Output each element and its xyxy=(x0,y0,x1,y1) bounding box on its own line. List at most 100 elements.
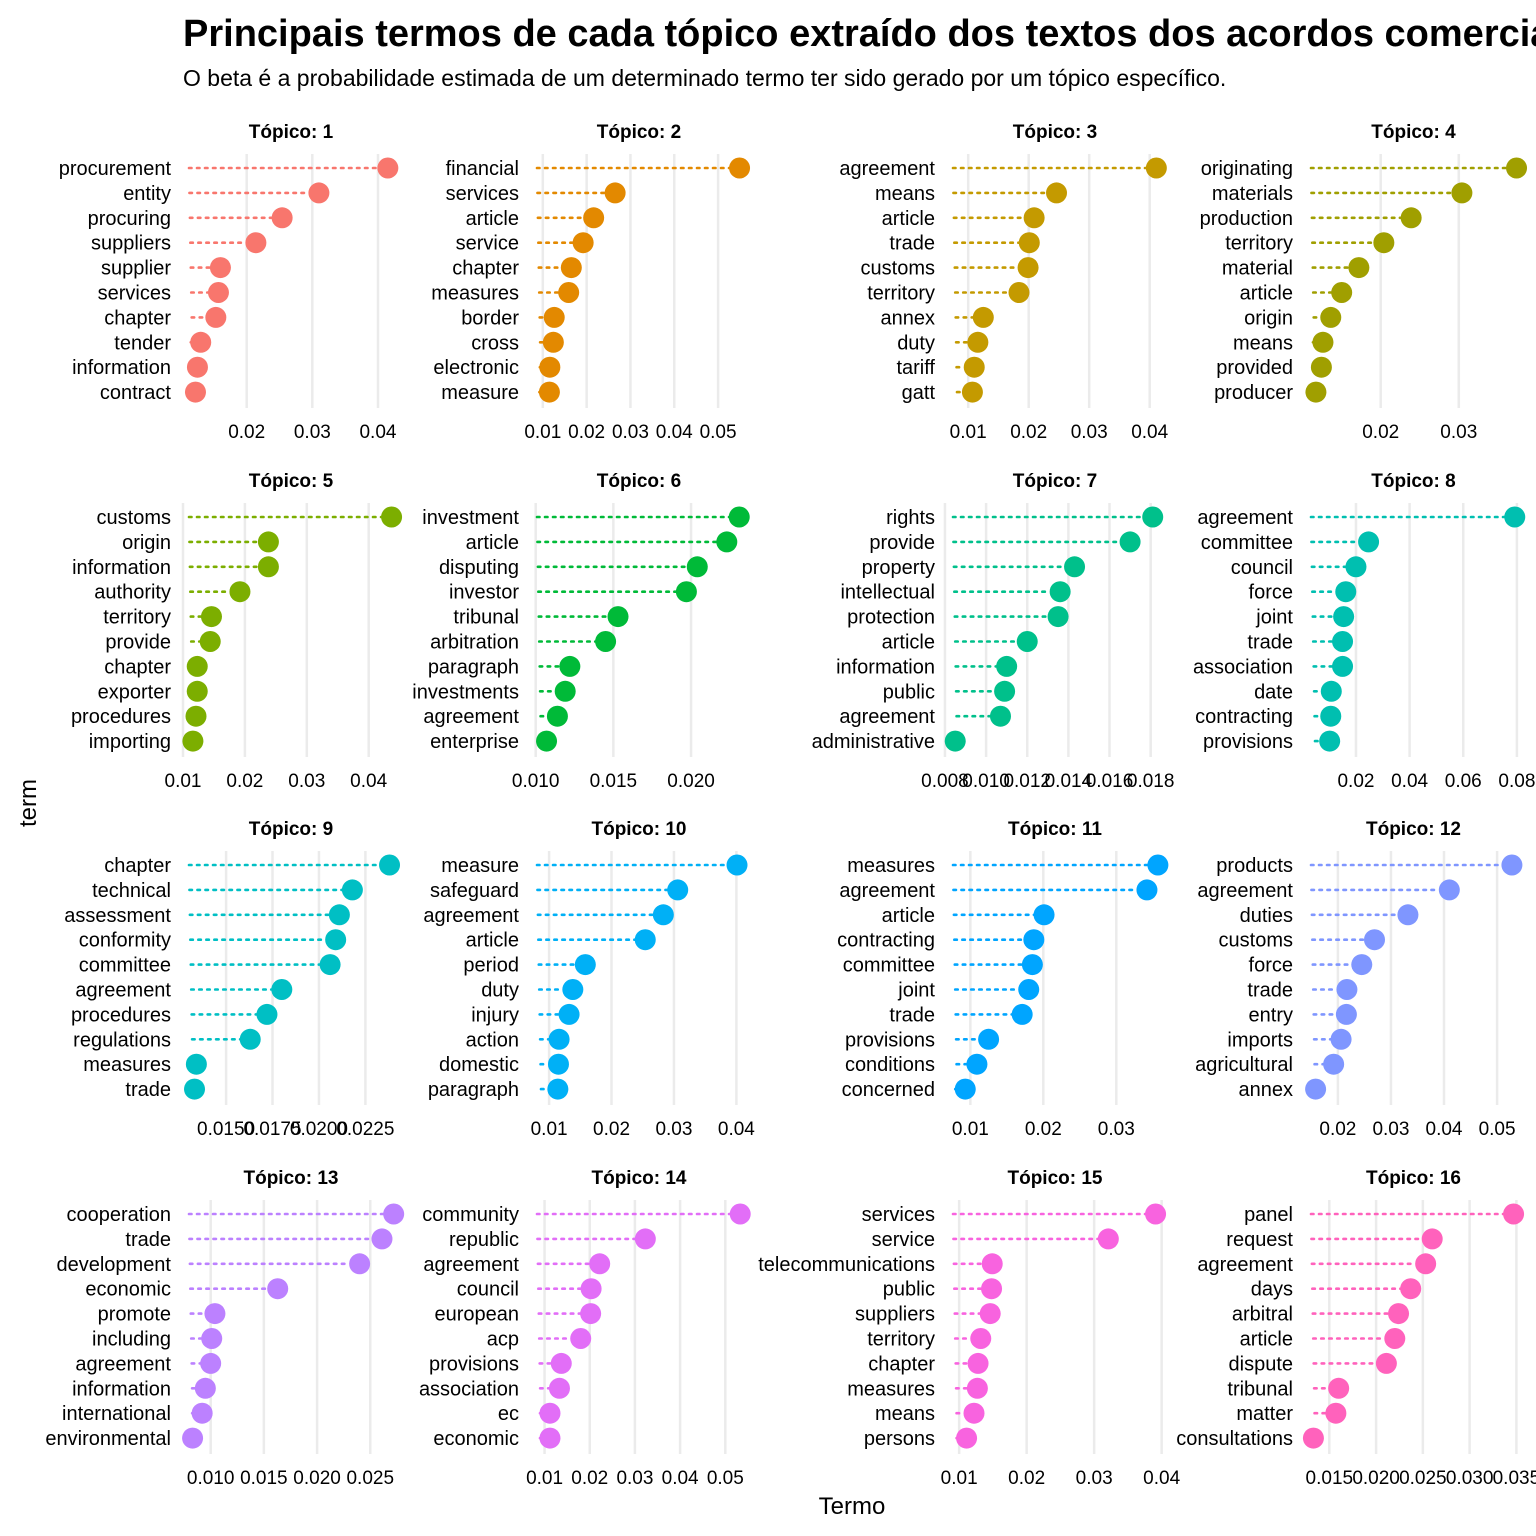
term-label: persons xyxy=(864,1428,935,1450)
term-label: chapter xyxy=(104,307,171,329)
data-point xyxy=(1320,705,1342,727)
data-point xyxy=(1388,1303,1410,1325)
facet-strip-label: Tópico: 15 xyxy=(1007,1168,1102,1189)
x-tick-label: 0.01 xyxy=(531,1119,568,1140)
data-point xyxy=(547,1053,569,1075)
term-label: chapter xyxy=(868,1353,935,1375)
data-point xyxy=(1358,531,1380,553)
term-label: international xyxy=(62,1403,171,1425)
term-label: suppliers xyxy=(91,233,171,255)
term-label: public xyxy=(883,681,935,703)
term-label: entry xyxy=(1249,1004,1293,1026)
data-point xyxy=(1046,182,1068,204)
facet-panel: Tópico: 12 0.02 0.03 0.04 0.05 products agreem… xyxy=(1195,819,1523,1140)
data-point xyxy=(1097,1228,1119,1250)
data-point xyxy=(267,1278,289,1300)
facet-strip-label: Tópico: 9 xyxy=(249,819,333,840)
term-label: supplier xyxy=(101,258,171,280)
term-label: acp xyxy=(487,1329,519,1351)
term-label: council xyxy=(457,1279,519,1301)
term-label: contracting xyxy=(1195,706,1293,728)
data-point xyxy=(245,232,267,254)
data-point xyxy=(580,1278,602,1300)
data-point xyxy=(1323,1053,1345,1075)
term-label: contracting xyxy=(837,930,935,952)
facet-strip-label: Tópico: 4 xyxy=(1371,122,1456,143)
term-label: information xyxy=(836,656,935,678)
data-point xyxy=(1336,979,1358,1000)
facet-panel: Tópico: 4 0.02 0.03 originating materials pro… xyxy=(1200,122,1528,443)
facet-panel: Tópico: 3 0.01 0.02 0.03 0.04 agreement means a… xyxy=(839,122,1168,443)
data-point xyxy=(186,680,208,702)
x-tick-label: 0.03 xyxy=(1440,422,1477,443)
data-point xyxy=(1023,207,1045,229)
term-label: assessment xyxy=(64,905,171,927)
x-tick-label: 0.01 xyxy=(941,1468,978,1489)
y-axis-label: term xyxy=(15,779,42,827)
x-tick-label: 0.015 xyxy=(590,771,638,792)
term-label: environmental xyxy=(45,1428,171,1450)
term-label: paragraph xyxy=(428,656,519,678)
term-label: procedures xyxy=(71,1004,171,1026)
data-point xyxy=(1017,257,1039,279)
data-point xyxy=(1373,232,1395,254)
data-point xyxy=(583,207,605,229)
data-point xyxy=(604,182,626,204)
term-label: article xyxy=(466,930,519,952)
term-label: agreement xyxy=(839,158,935,180)
term-label: duty xyxy=(897,332,935,354)
data-point xyxy=(607,606,629,628)
data-point xyxy=(1049,581,1071,603)
term-label: matter xyxy=(1236,1403,1293,1425)
x-tick-label: 0.02 xyxy=(1337,771,1374,792)
data-point xyxy=(379,854,401,876)
x-tick-label: 0.012 xyxy=(1003,771,1051,792)
data-point xyxy=(558,1003,580,1025)
term-label: gatt xyxy=(902,382,936,404)
facet-strip-label: Tópico: 12 xyxy=(1366,819,1461,840)
data-point xyxy=(204,1303,226,1325)
facet-strip-label: Tópico: 2 xyxy=(597,122,681,143)
data-point xyxy=(1331,282,1353,303)
data-point xyxy=(371,1228,393,1250)
term-label: means xyxy=(875,1403,935,1425)
data-point xyxy=(229,581,251,603)
x-tick-label: 0.0225 xyxy=(336,1119,394,1140)
data-point xyxy=(256,1003,278,1025)
term-label: domestic xyxy=(439,1054,519,1076)
data-point xyxy=(1021,954,1043,976)
x-tick-label: 0.008 xyxy=(921,771,969,792)
term-label: territory xyxy=(867,283,935,305)
term-label: means xyxy=(875,183,935,205)
x-tick-label: 0.03 xyxy=(616,1468,653,1489)
data-point xyxy=(1333,606,1355,628)
term-label: customs xyxy=(861,258,935,280)
data-point xyxy=(271,979,293,1000)
data-point xyxy=(1335,581,1357,603)
data-point xyxy=(1023,929,1045,951)
data-point xyxy=(729,1203,751,1225)
term-label: agreement xyxy=(423,706,519,728)
data-point xyxy=(539,1402,561,1424)
data-point xyxy=(1335,1003,1357,1025)
x-tick-label: 0.0175 xyxy=(243,1119,301,1140)
term-label: information xyxy=(72,357,171,379)
term-label: agreement xyxy=(839,706,935,728)
term-label: service xyxy=(872,1229,935,1251)
x-tick-label: 0.020 xyxy=(667,771,715,792)
term-label: association xyxy=(419,1378,519,1400)
term-label: tariff xyxy=(896,357,935,379)
term-label: agreement xyxy=(1197,880,1293,902)
facet-panel: Tópico: 6 0.010 0.015 0.020 investment articl… xyxy=(412,471,750,792)
term-label: agricultural xyxy=(1195,1054,1293,1076)
data-point xyxy=(325,929,347,951)
data-point xyxy=(1325,1402,1347,1424)
data-point xyxy=(560,257,582,279)
data-point xyxy=(1330,1028,1352,1050)
term-label: joint xyxy=(897,980,935,1002)
term-label: provisions xyxy=(429,1353,519,1375)
data-point xyxy=(199,631,221,652)
x-tick-label: 0.015 xyxy=(1306,1468,1354,1489)
x-tick-label: 0.03 xyxy=(1071,422,1108,443)
